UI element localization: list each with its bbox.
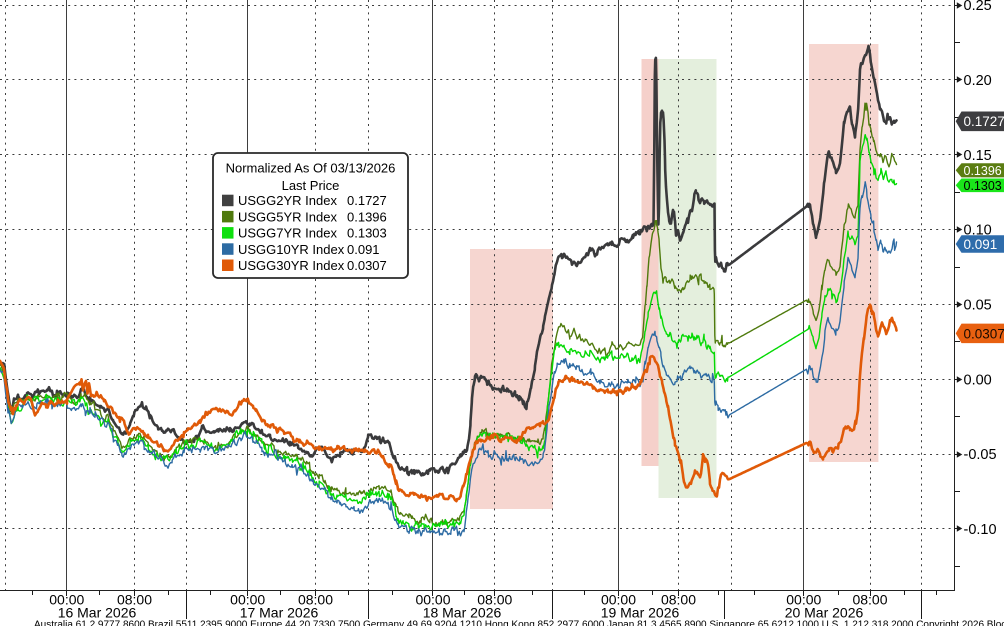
svg-text:0.20: 0.20 [964, 73, 992, 89]
svg-text:USGG5YR Index: USGG5YR Index [238, 209, 337, 224]
svg-text:0.00: 0.00 [964, 372, 992, 388]
svg-text:16 Mar 2026: 16 Mar 2026 [58, 605, 137, 621]
svg-text:18 Mar 2026: 18 Mar 2026 [423, 605, 502, 621]
svg-text:0.1396: 0.1396 [347, 209, 387, 224]
svg-text:0.15: 0.15 [964, 148, 992, 164]
svg-text:0.1396: 0.1396 [964, 164, 1002, 178]
svg-text:USGG10YR Index: USGG10YR Index [238, 242, 345, 257]
svg-text:0.1303: 0.1303 [347, 226, 387, 241]
svg-text:USGG30YR Index: USGG30YR Index [238, 258, 345, 273]
svg-text:0.25: 0.25 [964, 0, 992, 14]
svg-text:20 Mar 2026: 20 Mar 2026 [785, 605, 864, 621]
svg-text:Last Price: Last Price [282, 178, 340, 193]
svg-text:0.05: 0.05 [964, 298, 992, 314]
svg-text:-0.10: -0.10 [964, 522, 997, 538]
svg-text:0.091: 0.091 [347, 242, 380, 257]
svg-text:0.1727: 0.1727 [347, 193, 387, 208]
svg-text:Normalized As Of 03/13/2026: Normalized As Of 03/13/2026 [226, 161, 396, 176]
svg-text:-0.05: -0.05 [964, 447, 997, 463]
svg-text:0.1727: 0.1727 [964, 114, 1004, 129]
svg-text:USGG2YR Index: USGG2YR Index [238, 193, 337, 208]
svg-text:0.0307: 0.0307 [347, 258, 387, 273]
svg-text:0.0307: 0.0307 [964, 326, 1004, 341]
svg-text:0.1303: 0.1303 [964, 179, 1002, 193]
svg-text:17 Mar 2026: 17 Mar 2026 [240, 605, 319, 621]
svg-text:19 Mar 2026: 19 Mar 2026 [601, 605, 680, 621]
svg-text:Australia 61 2 9777 8600 Brazi: Australia 61 2 9777 8600 Brazil 5511 239… [34, 620, 1004, 627]
svg-text:0.091: 0.091 [964, 237, 998, 252]
svg-text:USGG7YR Index: USGG7YR Index [238, 226, 337, 241]
